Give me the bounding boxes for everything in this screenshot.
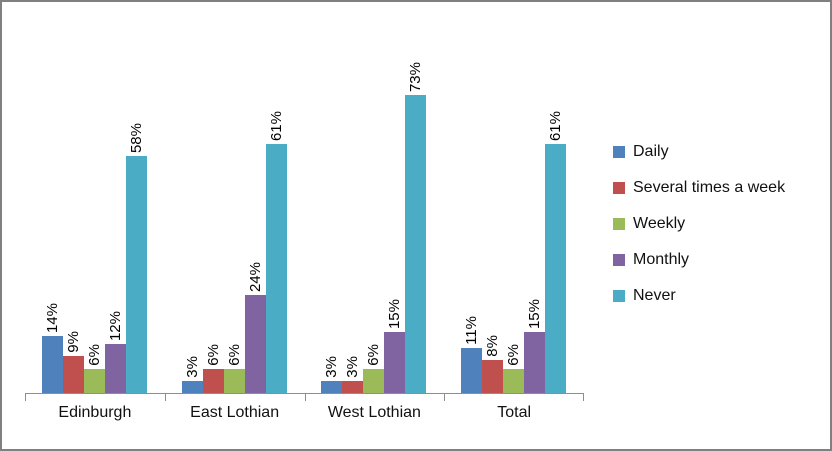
legend-swatch-daily xyxy=(613,146,625,158)
value-label-never-east-lothian: 61% xyxy=(267,110,285,141)
value-label-several-times-a-week-west-lothian: 3% xyxy=(344,356,362,378)
bar-column-never-total: 61% xyxy=(544,52,566,393)
legend-label-several-times-a-week: Several times a week xyxy=(633,179,786,196)
legend-item-weekly: Weekly xyxy=(613,215,785,233)
bar-column-several-times-a-week-edinburgh: 9% xyxy=(63,52,85,393)
value-label-several-times-a-week-edinburgh: 9% xyxy=(65,331,83,353)
bar-column-daily-edinburgh: 14% xyxy=(42,52,64,393)
value-label-monthly-total: 15% xyxy=(525,298,543,329)
bar-column-monthly-west-lothian: 15% xyxy=(384,52,406,393)
bar-monthly-edinburgh xyxy=(105,344,127,393)
legend-swatch-monthly xyxy=(613,254,625,266)
value-label-weekly-east-lothian: 6% xyxy=(225,344,243,366)
bar-column-weekly-west-lothian: 6% xyxy=(363,52,385,393)
bar-column-daily-west-lothian: 3% xyxy=(321,52,343,393)
bar-weekly-total xyxy=(502,369,524,393)
bar-column-several-times-a-week-west-lothian: 3% xyxy=(342,52,364,393)
x-axis-tick xyxy=(164,394,166,401)
value-label-weekly-edinburgh: 6% xyxy=(86,344,104,366)
category-label-edinburgh: Edinburgh xyxy=(58,404,132,421)
bar-daily-west-lothian xyxy=(321,381,343,393)
bar-column-never-west-lothian: 73% xyxy=(405,52,427,393)
bar-group-west-lothian: 3% 3% 6% 15% 73% xyxy=(304,52,444,393)
bar-never-edinburgh xyxy=(126,156,148,393)
bar-column-monthly-east-lothian: 24% xyxy=(244,52,266,393)
bar-column-daily-total: 11% xyxy=(460,52,482,393)
x-axis-tick xyxy=(444,394,446,401)
legend-swatch-never xyxy=(613,290,625,302)
bar-group-edinburgh: 14% 9% 6% 12% 58% xyxy=(25,52,165,393)
value-label-never-total: 61% xyxy=(546,110,564,141)
legend-label-monthly: Monthly xyxy=(633,251,690,268)
value-label-several-times-a-week-east-lothian: 6% xyxy=(204,344,222,366)
x-axis-tick xyxy=(583,394,584,401)
category-label-east-lothian: East Lothian xyxy=(190,404,280,421)
bar-monthly-east-lothian xyxy=(244,295,266,393)
bar-daily-east-lothian xyxy=(181,381,203,393)
bar-weekly-east-lothian xyxy=(223,369,245,393)
value-label-several-times-a-week-total: 8% xyxy=(483,335,501,357)
legend-swatch-several-times-a-week xyxy=(613,182,625,194)
value-label-weekly-total: 6% xyxy=(504,344,522,366)
bar-never-total xyxy=(544,144,566,393)
value-label-daily-east-lothian: 3% xyxy=(183,356,201,378)
bar-daily-total xyxy=(460,348,482,393)
bar-several-times-a-week-west-lothian xyxy=(342,381,364,393)
bar-weekly-west-lothian xyxy=(363,369,385,393)
legend-label-never: Never xyxy=(633,287,676,304)
value-label-daily-edinburgh: 14% xyxy=(44,302,62,333)
x-axis xyxy=(25,393,584,402)
legend-item-never: Never xyxy=(613,287,785,305)
bar-column-monthly-total: 15% xyxy=(523,52,545,393)
bar-several-times-a-week-east-lothian xyxy=(202,369,224,393)
bar-weekly-edinburgh xyxy=(84,369,106,393)
value-label-daily-total: 11% xyxy=(462,316,480,345)
value-label-monthly-west-lothian: 15% xyxy=(386,298,404,329)
value-label-monthly-edinburgh: 12% xyxy=(107,310,125,341)
legend-item-several-times-a-week: Several times a week xyxy=(613,179,785,197)
legend-label-weekly: Weekly xyxy=(633,215,686,232)
legend-item-daily: Daily xyxy=(613,143,785,161)
bar-never-west-lothian xyxy=(405,95,427,393)
bar-column-several-times-a-week-east-lothian: 6% xyxy=(202,52,224,393)
bar-never-east-lothian xyxy=(265,144,287,393)
bar-column-weekly-total: 6% xyxy=(502,52,524,393)
value-label-daily-west-lothian: 3% xyxy=(323,356,341,378)
value-label-weekly-west-lothian: 6% xyxy=(365,344,383,366)
legend-swatch-weekly xyxy=(613,218,625,230)
bar-monthly-west-lothian xyxy=(384,332,406,393)
value-label-monthly-east-lothian: 24% xyxy=(246,261,264,292)
value-label-never-west-lothian: 73% xyxy=(407,61,425,92)
bar-several-times-a-week-edinburgh xyxy=(63,356,85,393)
bar-daily-edinburgh xyxy=(42,336,64,393)
bar-column-never-edinburgh: 58% xyxy=(126,52,148,393)
bar-column-daily-east-lothian: 3% xyxy=(181,52,203,393)
legend: Daily Several times a week Weekly Monthly Ne… xyxy=(613,143,785,305)
bar-column-weekly-edinburgh: 6% xyxy=(84,52,106,393)
x-axis-tick xyxy=(25,394,26,401)
bar-group-total: 11% 8% 6% 15% 61% xyxy=(444,52,584,393)
value-label-never-edinburgh: 58% xyxy=(128,122,146,153)
category-axis-labels: Edinburgh East Lothian West Lothian Total xyxy=(25,404,584,422)
bar-several-times-a-week-total xyxy=(481,360,503,393)
category-label-west-lothian: West Lothian xyxy=(327,404,421,421)
x-axis-tick xyxy=(304,394,306,401)
legend-item-monthly: Monthly xyxy=(613,251,785,269)
category-label-total: Total xyxy=(497,404,532,421)
bar-group-east-lothian: 3% 6% 6% 24% 61% xyxy=(165,52,305,393)
legend-label-daily: Daily xyxy=(633,143,669,160)
bar-column-monthly-edinburgh: 12% xyxy=(105,52,127,393)
bar-column-several-times-a-week-total: 8% xyxy=(481,52,503,393)
bar-monthly-total xyxy=(523,332,545,393)
plot-area: 14% 9% 6% 12% 58% 3% 6% 6% 24% 61% 3% 3% 6% 15% 73% 11%… xyxy=(25,52,583,393)
bar-column-weekly-east-lothian: 6% xyxy=(223,52,245,393)
bar-column-never-east-lothian: 61% xyxy=(265,52,287,393)
